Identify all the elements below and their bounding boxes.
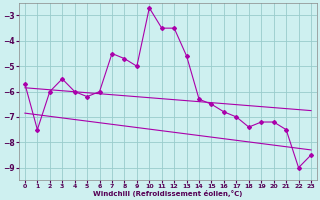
X-axis label: Windchill (Refroidissement éolien,°C): Windchill (Refroidissement éolien,°C) [93, 190, 243, 197]
